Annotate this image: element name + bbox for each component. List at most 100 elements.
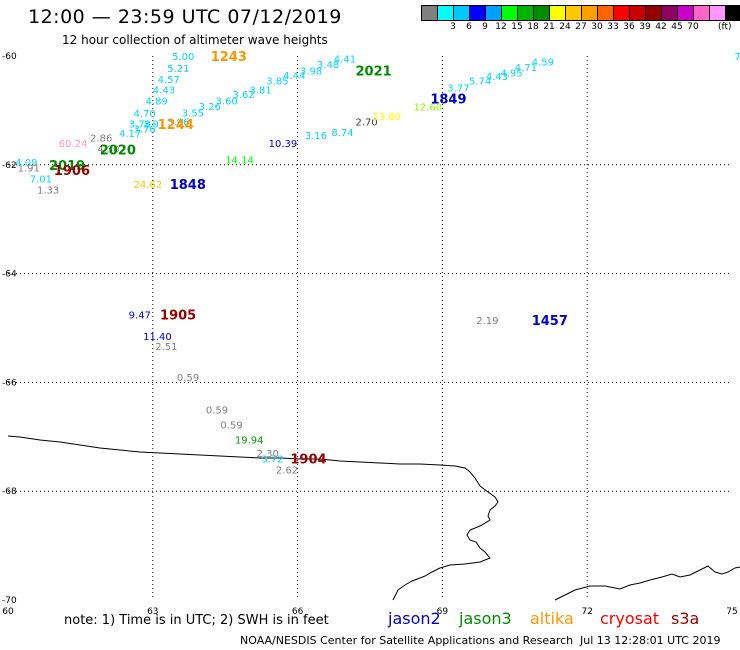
legend-tick-label: 42 — [655, 22, 667, 32]
wave-height-label: 19.94 — [235, 436, 264, 447]
wave-height-label: 2.70 — [356, 117, 378, 128]
pass-time-label: 1906 — [54, 164, 90, 179]
legend-swatch — [582, 6, 598, 20]
footer-timestamp: Jul 13 12:28:01 UTC 2019 — [580, 634, 721, 647]
map-frame — [8, 56, 732, 600]
wave-height-label: 4.59 — [532, 57, 554, 68]
satellite-jason2: jason2 — [388, 609, 441, 628]
wave-height-label: 60.24 — [59, 139, 88, 150]
wave-height-label: 3.77 — [447, 84, 469, 95]
legend-swatch — [646, 6, 662, 20]
legend-swatch — [534, 6, 550, 20]
wave-height-label: 5.21 — [167, 64, 189, 75]
pass-time-label: 1457 — [532, 314, 568, 329]
pass-time-label: 2020 — [100, 144, 136, 159]
satellite-jason3: jason3 — [459, 609, 512, 628]
legend-tick-label: 3 — [450, 22, 456, 32]
wave-height-label: 5.00 — [172, 52, 194, 63]
pass-time-label: 1849 — [430, 92, 466, 107]
wave-height-label: 4.95 — [500, 68, 522, 79]
wave-height-label: 3.62 — [232, 90, 254, 101]
legend-swatch — [550, 6, 566, 20]
legend-tick-label: 33 — [607, 22, 619, 32]
legend-swatch — [678, 6, 694, 20]
legend-swatch — [694, 6, 710, 20]
wave-height-label: 8.74 — [331, 128, 353, 139]
wave-height-label: 4.17 — [119, 129, 141, 140]
wave-height-label: 5.74 — [469, 76, 491, 87]
legend-swatch — [486, 6, 502, 20]
wave-height-label: 23.80 — [372, 112, 401, 123]
pass-time-label: 1904 — [290, 453, 326, 468]
wave-height-label: 3.16 — [305, 131, 327, 142]
legend-unit: (ft) — [718, 22, 732, 32]
wave-height-label: 2.19 — [476, 316, 498, 327]
lon-tick-label: 63 — [147, 607, 158, 617]
wave-height-label: 7.01 — [30, 174, 52, 185]
wave-height-label: 4.71 — [515, 63, 537, 74]
legend-tick-label: 70 — [687, 22, 699, 32]
grid-lines — [8, 56, 732, 600]
legend-swatch — [502, 6, 518, 20]
wave-height-labels: 5.005.214.574.434.894.703.783.93.764.172… — [15, 52, 740, 476]
wave-height-label: 3.48 — [317, 60, 339, 71]
antarctic-coastline-east — [554, 565, 740, 601]
wave-height-label: 3.85 — [266, 76, 288, 87]
wave-height-label: 1.91 — [18, 164, 40, 175]
wave-height-label: 3.98 — [300, 67, 322, 78]
legend-tick-label: 15 — [511, 22, 523, 32]
pass-time-label: 1244 — [158, 118, 194, 133]
legend-tick-label: 18 — [527, 22, 539, 32]
legend-tick-label: 21 — [543, 22, 555, 32]
wave-height-label: 2.62 — [276, 465, 298, 476]
legend-tick-label: 6 — [466, 22, 472, 32]
pass-time-label: 1905 — [160, 308, 196, 323]
lon-tick-label: 75 — [726, 607, 737, 617]
axis-labels: 60 63 66 69 72 75 -60 -62 -64 -66 -68 -70 — [2, 52, 738, 617]
footer-credit: NOAA/NESDIS Center for Satellite Applica… — [240, 634, 574, 647]
wave-height-label: 3.60 — [216, 97, 238, 108]
wave-height-label: 3.81 — [249, 86, 271, 97]
legend-swatch — [438, 6, 454, 20]
pass-time-label: 1848 — [170, 178, 206, 193]
wave-height-label: 10.39 — [269, 139, 298, 150]
legend-swatch — [630, 6, 646, 20]
wave-height-label: 0.59 — [206, 406, 228, 417]
wave-height-label: 4.09 — [15, 158, 37, 169]
wave-height-label: 2.86 — [90, 134, 112, 145]
lat-tick-label: -60 — [2, 52, 17, 62]
satellite-cryosat: cryosat — [600, 609, 660, 628]
note-text: note: 1) Time is in UTC; 2) SWH is in fe… — [64, 613, 329, 628]
lat-tick-label: -70 — [2, 596, 17, 606]
legend-tick-label: 45 — [671, 22, 683, 32]
wave-height-label: 0.59 — [177, 373, 199, 384]
color-scale-legend — [421, 5, 740, 21]
legend-tick-label: 12 — [495, 22, 507, 32]
wave-height-label: 4.43 — [153, 86, 175, 97]
wave-height-label: 4.41 — [334, 55, 356, 66]
legend-tick-label: 24 — [559, 22, 571, 32]
legend-tick-label: 27 — [575, 22, 587, 32]
lat-tick-label: -66 — [2, 378, 17, 388]
wave-height-label: 4.89 — [146, 97, 168, 108]
wave-height-label: 4.30 — [97, 144, 119, 155]
wave-height-label: 3.55 — [182, 109, 204, 120]
lon-tick-label: 66 — [292, 607, 304, 617]
wave-height-label: 9.47 — [129, 310, 151, 321]
lon-tick-label: 60 — [2, 607, 14, 617]
wave-height-label: 3.96 — [167, 117, 189, 128]
legend-swatch — [566, 6, 582, 20]
wave-height-label: 0.59 — [220, 420, 242, 431]
wave-height-label: 11.40 — [143, 332, 172, 343]
wave-height-label: 3.9 — [143, 119, 159, 130]
wave-height-label: 2.51 — [155, 342, 177, 353]
legend-tick-label: 39 — [639, 22, 651, 32]
legend-swatch — [662, 6, 678, 20]
pass-time-label: 1243 — [211, 50, 247, 65]
legend-swatch — [422, 6, 438, 20]
lat-tick-label: -68 — [2, 487, 17, 497]
wave-height-label: 4.57 — [158, 75, 180, 86]
